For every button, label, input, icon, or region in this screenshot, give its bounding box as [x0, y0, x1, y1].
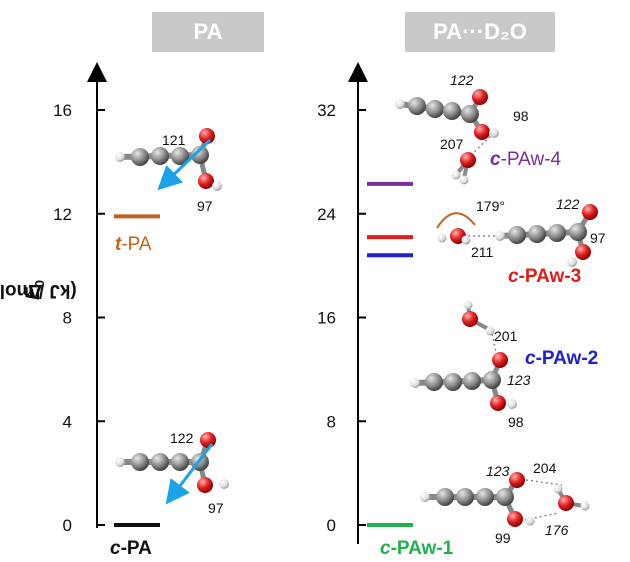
- w3-oh-label: 97: [590, 230, 606, 246]
- w2-hb-label: 201: [494, 328, 518, 344]
- header-pa: PA: [152, 12, 264, 52]
- header-pa-text: PA: [193, 19, 223, 44]
- molecule-t-pa: [115, 128, 222, 191]
- molecule-c-paw-3: [436, 204, 598, 267]
- left-tick-label: 16: [53, 101, 72, 120]
- label-c-pa: c-PA: [110, 538, 152, 559]
- left-tick-label: 8: [63, 309, 72, 328]
- w3-hb-label: 211: [471, 244, 494, 260]
- w1-hb2-label: 176: [545, 522, 569, 538]
- molecule-c-paw-2: [410, 300, 517, 411]
- left-tick-label: 12: [53, 205, 72, 224]
- left-axis-ticks: 0 4 8 12 16: [53, 101, 105, 535]
- right-axis-ticks: 0 8 16 24 32: [317, 101, 366, 535]
- w3-angle-label: 179°: [476, 198, 505, 214]
- w1-oh-label: 99: [495, 530, 511, 546]
- left-tick-label: 0: [63, 516, 72, 535]
- right-tick-label: 8: [327, 412, 336, 431]
- left-tick-label: 4: [63, 412, 72, 431]
- label-c-paw-3: c-PAw-3: [508, 266, 582, 287]
- label-c-paw-4: c-PAw-4: [490, 149, 562, 170]
- energy-levels: [114, 181, 413, 527]
- w3-cangle-label: 122: [556, 196, 580, 212]
- cpa-oh-label: 97: [208, 500, 224, 516]
- label-t-pa: t-PA: [115, 234, 152, 255]
- molecule-c-pa: [115, 432, 229, 505]
- w4-angle-label: 122: [450, 72, 474, 88]
- w4-hb-label: 207: [440, 136, 464, 152]
- label-c-paw-1: c-PAw-1: [380, 538, 454, 559]
- molecule-c-paw-1: [420, 472, 590, 527]
- w2-oh-label: 98: [508, 414, 524, 430]
- tpa-oh-label: 97: [197, 198, 213, 214]
- right-tick-label: 24: [317, 205, 336, 224]
- right-tick-label: 0: [327, 516, 336, 535]
- right-tick-label: 32: [317, 101, 336, 120]
- w1-hb1-label: 204: [533, 460, 557, 476]
- right-tick-label: 16: [317, 309, 336, 328]
- w4-oh-label: 98: [513, 108, 529, 124]
- tpa-angle-label: 121: [162, 132, 186, 148]
- cpa-angle-label: 122: [170, 430, 194, 446]
- label-c-paw-2: c-PAw-2: [525, 348, 599, 369]
- molecule-c-paw-4: [395, 89, 499, 185]
- header-pa-d2o: PA···D₂O: [405, 12, 555, 52]
- w1-angle-label: 123: [486, 463, 510, 479]
- w2-angle-label: 123: [507, 372, 531, 388]
- header-pa-d2o-text: PA···D₂O: [433, 19, 527, 44]
